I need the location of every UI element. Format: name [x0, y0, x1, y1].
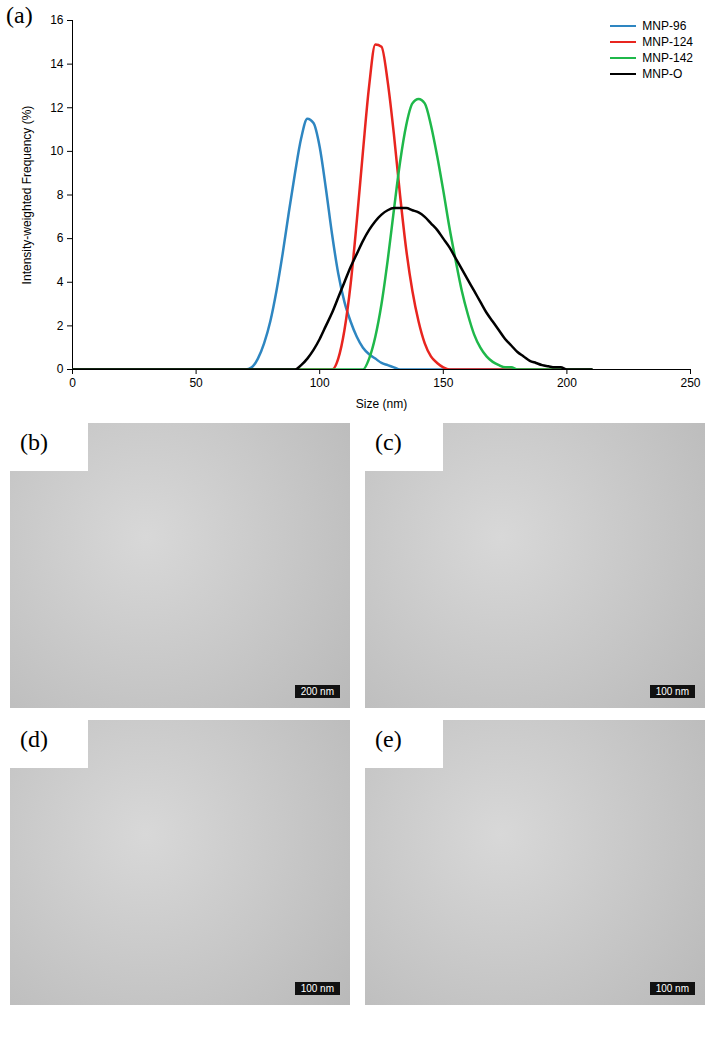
html-text:(c): (c): [375, 429, 402, 455]
svg-text:0: 0: [69, 376, 76, 390]
html-text:(b): (b): [20, 429, 48, 455]
svg-text:Size (nm): Size (nm): [356, 397, 407, 411]
svg-text:150: 150: [433, 376, 453, 390]
html-text:MNP-124: MNP-124: [642, 35, 693, 49]
svg-text:10: 10: [50, 144, 64, 158]
svg-text:250: 250: [680, 376, 700, 390]
svg-text:50: 50: [189, 376, 203, 390]
svg-text:0: 0: [57, 362, 64, 376]
html-text:200 nm: 200 nm: [300, 686, 334, 697]
html-text:MNP-96: MNP-96: [642, 19, 687, 33]
html-text:100 nm: 100 nm: [655, 686, 689, 697]
html-text:(a): (a): [6, 2, 33, 28]
svg-text:12: 12: [50, 101, 64, 115]
svg-text:14: 14: [50, 57, 64, 71]
svg-text:2: 2: [57, 319, 64, 333]
svg-text:200: 200: [557, 376, 577, 390]
svg-text:6: 6: [57, 231, 64, 245]
html-text:MNP-O: MNP-O: [642, 67, 683, 81]
svg-text:Intensity-weighted Frequency (: Intensity-weighted Frequency (%): [20, 106, 34, 285]
svg-text:8: 8: [57, 188, 64, 202]
svg-text:100: 100: [310, 376, 330, 390]
html-text:MNP-142: MNP-142: [642, 51, 693, 65]
html-text:100 nm: 100 nm: [655, 983, 689, 994]
svg-text:4: 4: [57, 275, 64, 289]
svg-text:16: 16: [50, 13, 64, 27]
html-text:(d): (d): [20, 726, 48, 752]
html-text:100 nm: 100 nm: [300, 983, 334, 994]
html-text:(e): (e): [375, 726, 402, 752]
